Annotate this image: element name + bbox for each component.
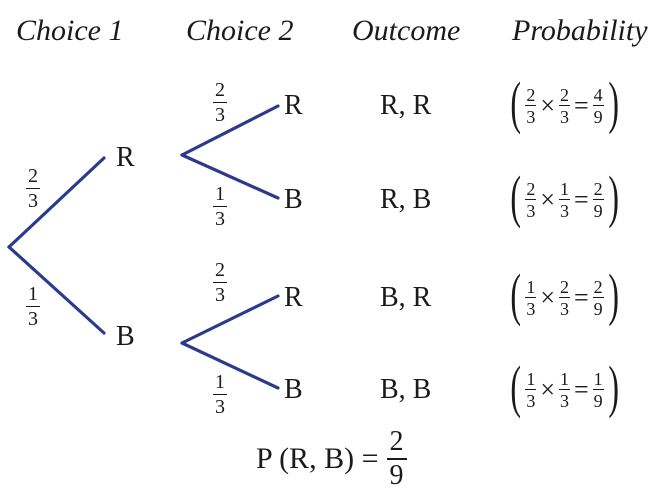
- node-choice2-r-top: R: [284, 90, 303, 121]
- node-choice2-b-top: B: [284, 184, 303, 215]
- node-choice1-b: B: [116, 321, 135, 352]
- outcome-rb: R, B: [380, 184, 432, 215]
- branch-r-to-b: [180, 153, 280, 200]
- outcome-br: B, R: [380, 282, 432, 313]
- branch-root-to-b: [7, 245, 106, 335]
- node-choice2-b-bottom: B: [284, 374, 303, 405]
- final-expression: P (R, B) =: [256, 442, 379, 475]
- outcome-bb: B, B: [380, 374, 432, 405]
- header-outcome: Outcome: [352, 14, 461, 47]
- header-probability: Probability: [512, 14, 648, 47]
- node-choice1-r: R: [116, 142, 135, 173]
- branch-b-to-r: [180, 294, 280, 345]
- node-choice2-r-bottom: R: [284, 282, 303, 313]
- header-choice-2: Choice 2: [186, 14, 294, 47]
- branch-root-to-r: [7, 156, 106, 249]
- branch-b-to-b: [180, 341, 280, 390]
- header-choice-1: Choice 1: [16, 14, 124, 47]
- branch-r-to-r: [180, 104, 280, 157]
- outcome-rr: R, R: [380, 90, 432, 121]
